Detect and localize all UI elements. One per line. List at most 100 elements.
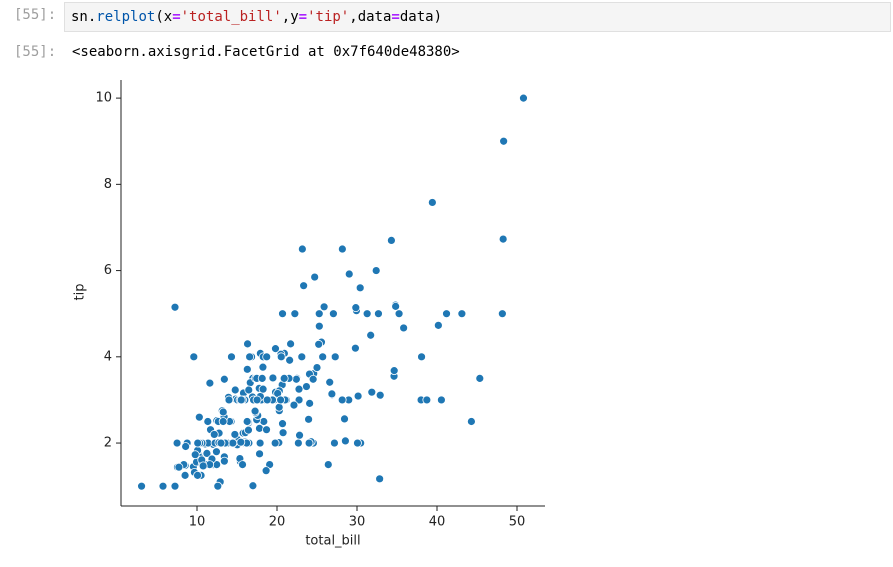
code-token: , [349,9,358,25]
point [209,430,219,439]
x-tick-label: 10 [189,515,206,530]
point [314,309,324,319]
point [375,390,385,400]
point [250,406,260,416]
point [262,425,271,435]
point [158,481,168,491]
point [230,385,240,395]
point [274,402,284,412]
y-axis-label: tip [73,284,88,301]
x-tick-label: 30 [349,515,366,530]
point [297,244,307,254]
point [279,373,289,383]
point [189,352,199,362]
point [475,373,485,383]
point [174,462,184,472]
code-token: = [391,9,400,25]
point [212,447,221,457]
y-tick-label: 10 [95,91,112,106]
point [170,481,180,491]
point [337,244,347,254]
point [270,438,280,448]
point [328,309,338,319]
point [170,302,180,312]
point [172,438,182,448]
point [394,309,404,319]
point [202,448,212,458]
point [236,395,246,405]
point [340,414,349,424]
point [255,449,264,459]
point [327,389,337,399]
point [137,481,146,491]
code-token: ( [155,9,164,25]
point [355,283,365,293]
point [314,339,324,349]
point [299,281,309,291]
code-cell[interactable]: sn.relplot(x='total_bill',y='tip',data=d… [64,2,891,32]
point [244,425,253,435]
point [262,395,272,405]
point [268,373,278,383]
point [228,438,238,448]
point [323,460,333,470]
point [310,272,320,282]
point [294,384,304,394]
point [219,374,229,384]
point [218,407,228,417]
point [305,398,315,408]
point [205,378,215,388]
point [353,391,363,401]
point [497,309,507,319]
point [257,373,267,383]
point [291,374,301,384]
point [417,352,426,362]
point [498,234,508,244]
point [399,323,409,333]
point [371,266,381,275]
code-token: ) [433,9,442,25]
point [295,430,304,440]
point [391,301,401,311]
point [285,355,295,365]
point [276,352,286,362]
point [230,430,240,439]
point [433,320,443,330]
point [294,395,304,405]
point [219,456,229,466]
code-token: y [290,9,299,25]
point [297,352,307,362]
code-token: 'tip' [307,9,350,25]
point [330,438,339,448]
point [258,362,268,372]
point [243,339,252,349]
point [337,395,347,405]
point [286,339,296,349]
point [304,414,314,424]
point [362,309,372,319]
point [181,442,191,451]
point [308,374,318,384]
point [242,417,252,426]
code-token: relplot [96,9,156,25]
point [312,363,322,372]
point [344,269,354,279]
point [422,395,432,405]
point [375,474,385,484]
point [436,395,446,405]
point [224,395,234,405]
point [194,412,204,422]
point [227,352,236,362]
point [367,387,377,397]
point [213,481,223,491]
point [193,438,203,448]
code-token: data [399,9,434,25]
point [278,309,287,319]
x-tick-label: 50 [509,515,526,530]
point [252,395,262,405]
point [302,382,311,391]
x-tick-label: 40 [429,515,446,530]
point [293,438,303,448]
